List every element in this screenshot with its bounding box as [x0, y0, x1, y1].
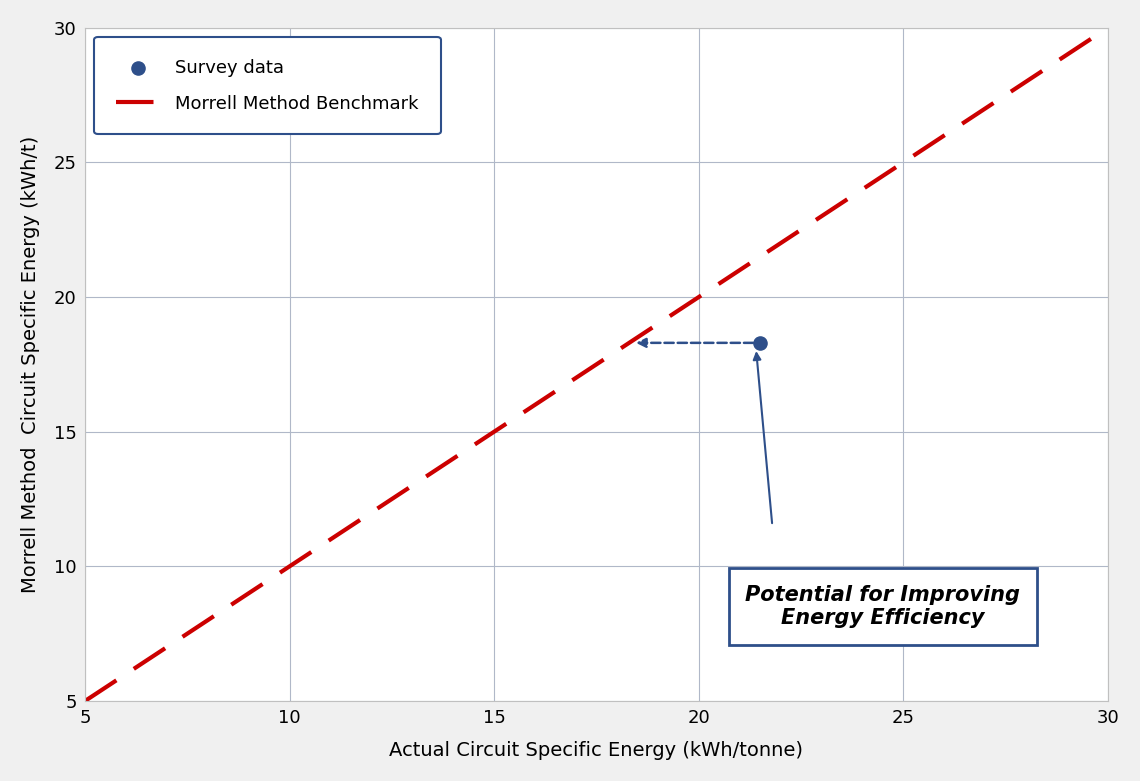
- Y-axis label: Morrell Method  Circuit Specific Energy (kWh/t): Morrell Method Circuit Specific Energy (…: [21, 136, 40, 593]
- Text: Potential for Improving
Energy Efficiency: Potential for Improving Energy Efficienc…: [746, 585, 1020, 628]
- Survey data: [751, 337, 770, 349]
- Legend: Survey data, Morrell Method Benchmark: Survey data, Morrell Method Benchmark: [95, 37, 440, 134]
- X-axis label: Actual Circuit Specific Energy (kWh/tonne): Actual Circuit Specific Energy (kWh/tonn…: [390, 741, 804, 760]
